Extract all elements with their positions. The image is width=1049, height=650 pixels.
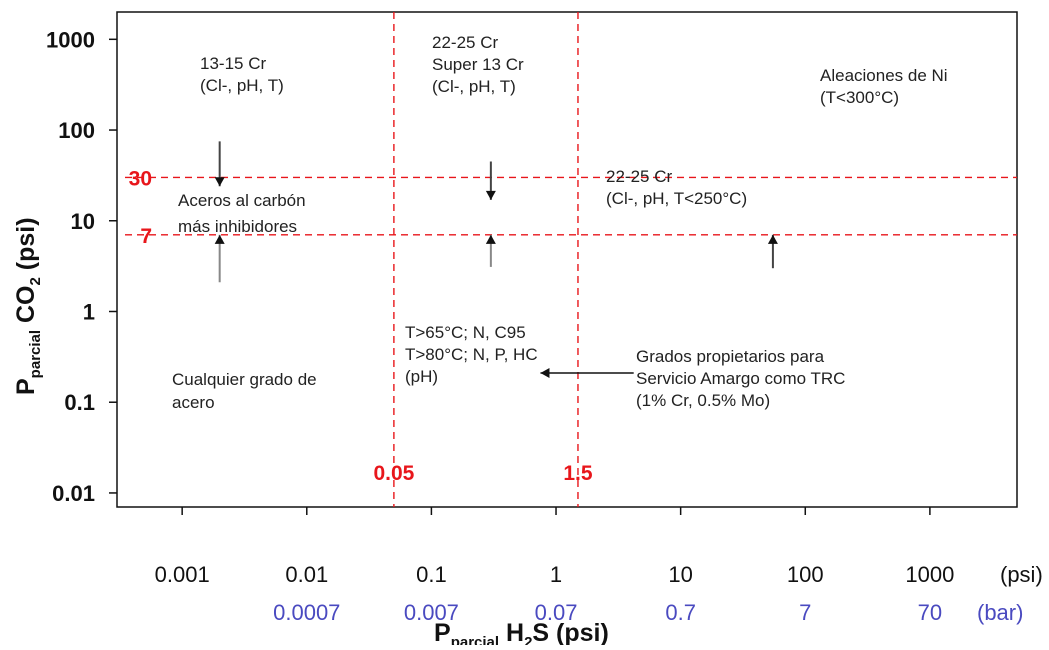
x-tick-label: 1 <box>550 562 562 587</box>
x-axis-label: Pparcial H2S (psi) <box>434 619 609 645</box>
arrows <box>214 141 778 378</box>
y-axis-label: Pparcial CO2 (psi) <box>12 217 44 395</box>
x-tick-label: 1000 <box>905 562 954 587</box>
x-secondary-tick-label: 0.0007 <box>273 600 340 625</box>
y-tick-label: 0.1 <box>64 390 95 415</box>
x-secondary-tick-label: 0.007 <box>404 600 459 625</box>
x-tick-label: 0.001 <box>155 562 210 587</box>
region-label-line: 13-15 Cr <box>200 54 266 73</box>
region-22-25cr-super13cr: 22-25 Cr Super 13 Cr (Cl-, pH, T) <box>432 33 524 96</box>
region-label-line: (pH) <box>405 367 438 386</box>
region-label-line: Grados propietarios para <box>636 347 825 366</box>
region-temperature-grades: T>65°C; N, C95 T>80°C; N, P, HC (pH) <box>405 323 538 386</box>
region-label-line: (T<300°C) <box>820 88 899 107</box>
x-secondary-tick-label: 70 <box>918 600 942 625</box>
region-carbon-steel-inhibitors: Aceros al carbón más inhibidores <box>178 191 306 236</box>
arrow-head-down <box>214 177 225 187</box>
region-13-15cr: 13-15 Cr (Cl-, pH, T) <box>200 54 284 95</box>
x-axis: 0.001 0.01 0.1 1 10 100 1000 <box>155 507 954 587</box>
x-unit-label: (psi) <box>1000 562 1043 587</box>
arrow-head-left <box>540 367 550 378</box>
region-label-line: más inhibidores <box>178 217 297 236</box>
threshold-label: 0.05 <box>373 462 414 485</box>
y-tick-label: 1000 <box>46 27 95 52</box>
region-label-line: T>80°C; N, P, HC <box>405 345 538 364</box>
y-tick-label: 10 <box>71 209 95 234</box>
region-label-line: (Cl-, pH, T) <box>432 77 516 96</box>
threshold-lines: 0.05 1.5 30 7 <box>125 12 1017 507</box>
arrow-head-up <box>485 234 496 244</box>
region-22-25cr-t250: 22-25 Cr (Cl-, pH, T<250°C) <box>606 167 747 208</box>
x-secondary-tick-label: 0.7 <box>665 600 696 625</box>
region-label-line: 22-25 Cr <box>432 33 498 52</box>
region-label-line: (Cl-, pH, T<250°C) <box>606 189 747 208</box>
region-label-line: (1% Cr, 0.5% Mo) <box>636 391 770 410</box>
region-any-steel-grade: Cualquier grado de acero <box>172 370 317 412</box>
region-label-line: Aceros al carbón <box>178 191 306 210</box>
y-tick-label: 1 <box>83 299 95 324</box>
region-sour-service-grades: Grados propietarios para Servicio Amargo … <box>636 347 845 410</box>
region-label-line: (Cl-, pH, T) <box>200 76 284 95</box>
threshold-label: 7 <box>140 225 152 248</box>
region-label-line: Aleaciones de Ni <box>820 66 948 85</box>
threshold-label: 1.5 <box>563 462 593 485</box>
y-axis: 0.01 0.1 1 10 100 1000 <box>46 27 117 506</box>
plot-frame <box>116 11 1018 508</box>
x-secondary-tick-label: 7 <box>799 600 811 625</box>
threshold-label: 30 <box>129 167 152 190</box>
x-tick-label: 0.1 <box>416 562 447 587</box>
x-secondary-unit-label: (bar) <box>977 600 1023 625</box>
x-axis-secondary: 0.0007 0.007 0.07 0.7 7 70 <box>273 600 942 625</box>
x-tick-label: 100 <box>787 562 824 587</box>
y-tick-label: 100 <box>58 118 95 143</box>
region-label-line: Cualquier grado de <box>172 370 317 389</box>
arrow-head-up <box>767 234 778 244</box>
region-label-line: 22-25 Cr <box>606 167 672 186</box>
arrow-head-up <box>214 234 225 244</box>
region-label-line: Super 13 Cr <box>432 55 524 74</box>
x-secondary-tick-label: 0.07 <box>535 600 578 625</box>
region-label-line: Servicio Amargo como TRC <box>636 369 845 388</box>
region-ni-alloys: Aleaciones de Ni (T<300°C) <box>820 66 948 107</box>
x-tick-label: 0.01 <box>285 562 328 587</box>
x-tick-label: 10 <box>668 562 692 587</box>
y-tick-label: 0.01 <box>52 481 95 506</box>
region-label-line: acero <box>172 393 215 412</box>
region-labels: 13-15 Cr (Cl-, pH, T) 22-25 Cr Super 13 Cr (… <box>172 33 948 412</box>
arrow-head-down <box>485 190 496 200</box>
region-label-line: T>65°C; N, C95 <box>405 323 526 342</box>
